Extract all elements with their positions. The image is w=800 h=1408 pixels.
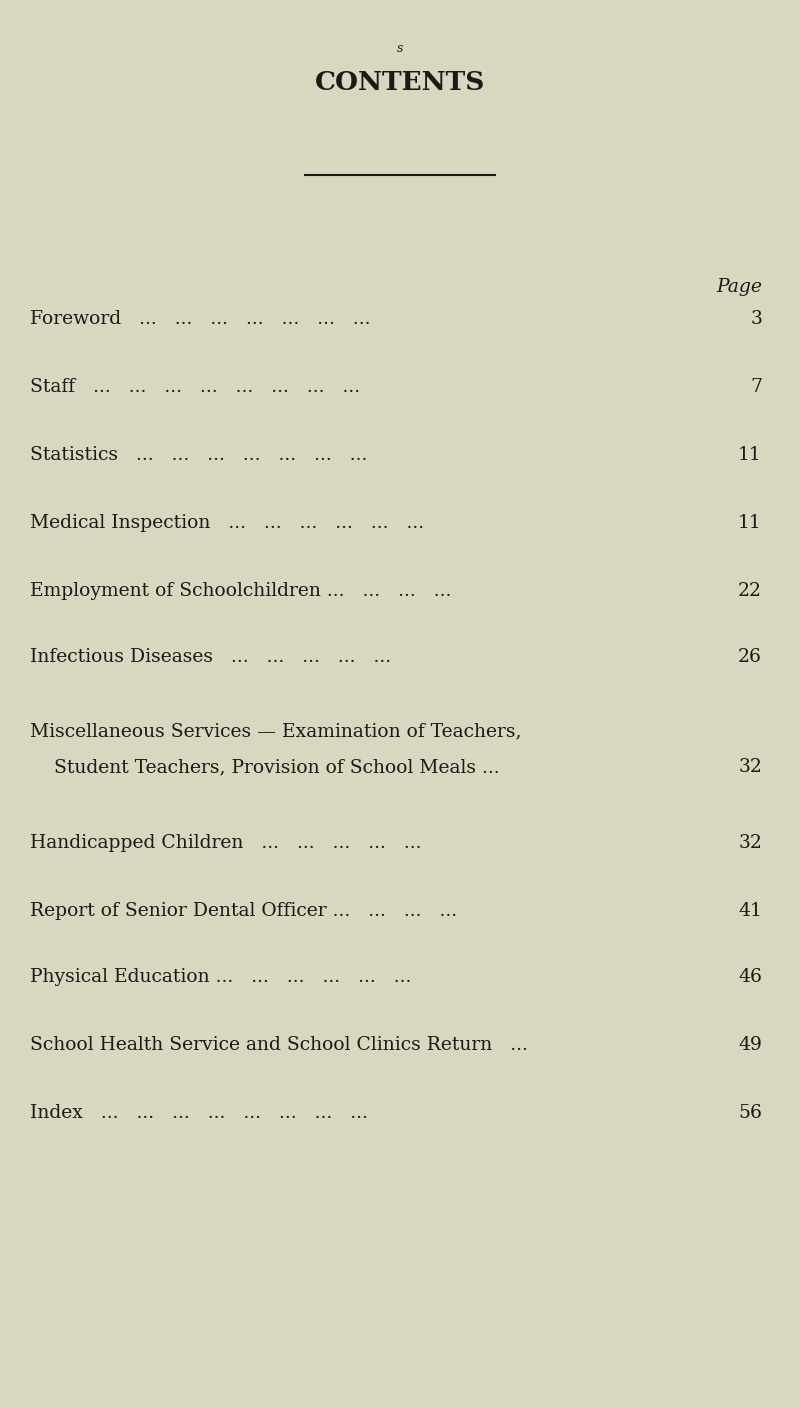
Text: 41: 41 [738,903,762,919]
Text: 46: 46 [738,969,762,986]
Text: Statistics   ...   ...   ...   ...   ...   ...   ...: Statistics ... ... ... ... ... ... ... [30,446,367,465]
Text: 49: 49 [738,1036,762,1055]
Text: Student Teachers, Provision of School Meals ...: Student Teachers, Provision of School Me… [30,758,500,776]
Text: Staff   ...   ...   ...   ...   ...   ...   ...   ...: Staff ... ... ... ... ... ... ... ... [30,377,360,396]
Text: 26: 26 [738,648,762,666]
Text: School Health Service and School Clinics Return   ...: School Health Service and School Clinics… [30,1036,528,1055]
Text: Employment of Schoolchildren ...   ...   ...   ...: Employment of Schoolchildren ... ... ...… [30,582,451,600]
Text: Report of Senior Dental Officer ...   ...   ...   ...: Report of Senior Dental Officer ... ... … [30,903,457,919]
Text: Infectious Diseases   ...   ...   ...   ...   ...: Infectious Diseases ... ... ... ... ... [30,648,391,666]
Text: 3: 3 [750,310,762,328]
Text: Foreword   ...   ...   ...   ...   ...   ...   ...: Foreword ... ... ... ... ... ... ... [30,310,370,328]
Text: 32: 32 [738,758,762,776]
Text: 11: 11 [738,446,762,465]
Text: 32: 32 [738,834,762,852]
Text: Medical Inspection   ...   ...   ...   ...   ...   ...: Medical Inspection ... ... ... ... ... .… [30,514,424,532]
Text: 11: 11 [738,514,762,532]
Text: 56: 56 [738,1104,762,1122]
Text: CONTENTS: CONTENTS [315,70,485,94]
Text: Miscellaneous Services — Examination of Teachers,: Miscellaneous Services — Examination of … [30,722,522,741]
Text: Handicapped Children   ...   ...   ...   ...   ...: Handicapped Children ... ... ... ... ... [30,834,422,852]
Text: s: s [397,42,403,55]
Text: Index   ...   ...   ...   ...   ...   ...   ...   ...: Index ... ... ... ... ... ... ... ... [30,1104,368,1122]
Text: Page: Page [716,277,762,296]
Text: 7: 7 [750,377,762,396]
Text: 22: 22 [738,582,762,600]
Text: Physical Education ...   ...   ...   ...   ...   ...: Physical Education ... ... ... ... ... .… [30,969,411,986]
